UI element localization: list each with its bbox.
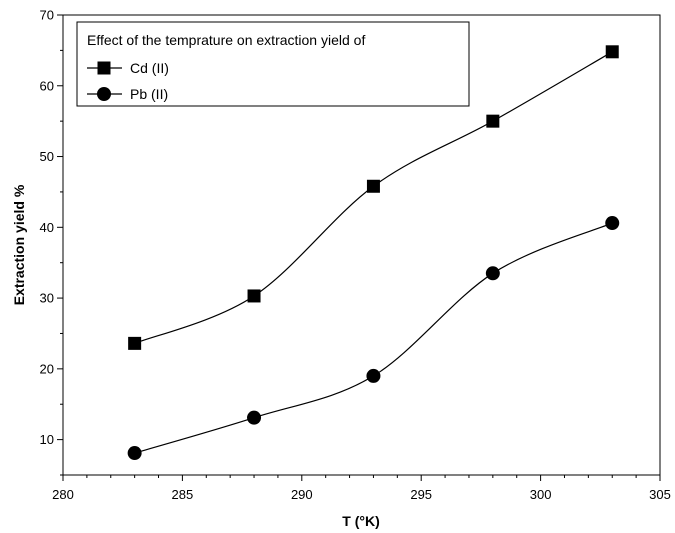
y-axis-ticks: 10 20 30 40 50 60 70 [40, 8, 63, 476]
x-axis-title: T (°K) [342, 513, 379, 529]
legend-circle-marker [97, 87, 111, 101]
x-axis-ticks: 280 285 290 295 300 305 [52, 475, 671, 502]
x-tick-label: 300 [530, 487, 552, 502]
legend-label-cd: Cd (II) [130, 60, 169, 76]
data-point-pb [605, 216, 620, 231]
y-tick-label: 50 [40, 149, 54, 164]
legend-box [76, 21, 470, 107]
data-point-pb [366, 368, 381, 383]
data-point-cd [486, 114, 500, 128]
y-tick-label: 10 [40, 432, 54, 447]
data-point-pb [127, 446, 142, 461]
x-tick-label: 305 [649, 487, 671, 502]
y-tick-label: 20 [40, 361, 54, 376]
data-point-pb [247, 410, 262, 425]
y-tick-label: 40 [40, 220, 54, 235]
legend-square-marker [97, 61, 111, 75]
data-point-cd [605, 45, 619, 59]
series-lines [134, 51, 613, 454]
series-markers [127, 45, 620, 461]
data-point-pb [485, 266, 500, 281]
y-axis-title: Extraction yield % [11, 184, 27, 305]
x-tick-label: 285 [172, 487, 194, 502]
y-tick-label: 70 [40, 8, 54, 23]
series-line-pb [134, 222, 613, 454]
legend: Effect of the temprature on extraction y… [76, 21, 470, 107]
x-tick-label: 280 [52, 487, 74, 502]
y-tick-label: 30 [40, 291, 54, 306]
legend-title: Effect of the temprature on extraction y… [87, 32, 365, 48]
legend-label-pb: Pb (II) [130, 86, 168, 102]
x-tick-label: 290 [291, 487, 313, 502]
data-point-cd [366, 179, 380, 193]
x-tick-label: 295 [410, 487, 432, 502]
y-tick-label: 60 [40, 78, 54, 93]
plot-frame [62, 14, 661, 476]
data-point-cd [247, 289, 261, 303]
data-point-cd [128, 336, 142, 350]
